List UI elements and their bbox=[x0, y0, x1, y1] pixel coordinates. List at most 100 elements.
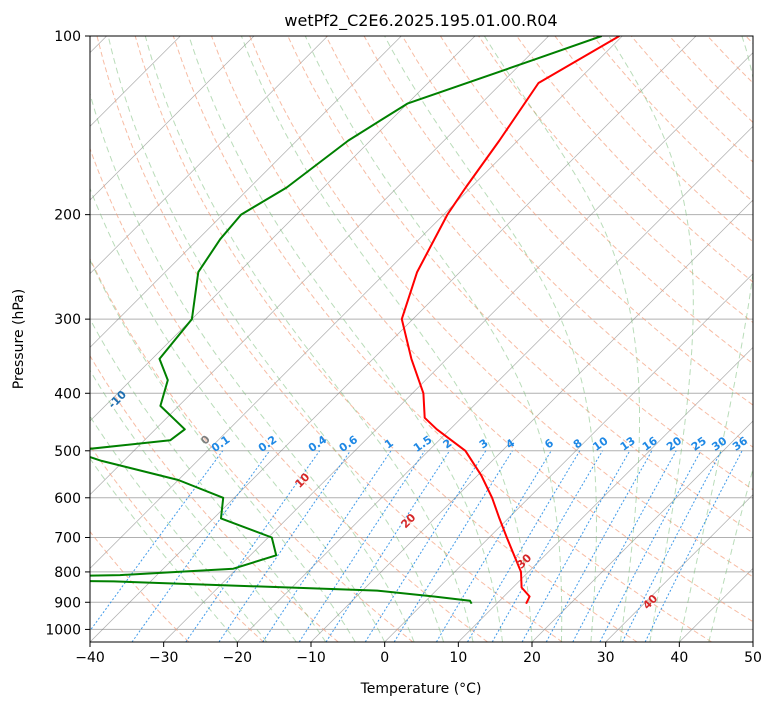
dry-adiabat-line bbox=[592, 36, 753, 203]
x-tick-label: 30 bbox=[597, 650, 615, 666]
isotherm-line bbox=[531, 420, 753, 642]
moist-adiabat-line bbox=[144, 36, 474, 642]
dry-adiabat-line bbox=[401, 36, 753, 406]
isotherm-line bbox=[605, 494, 753, 642]
mixing-ratio-line bbox=[298, 450, 426, 642]
y-tick-label: 500 bbox=[54, 444, 81, 460]
isotherm-line bbox=[90, 36, 549, 496]
y-tick-label: 800 bbox=[54, 565, 81, 581]
isotherm-line bbox=[90, 36, 623, 569]
mixing-ratio-line bbox=[364, 450, 487, 642]
x-tick-label: −20 bbox=[223, 650, 253, 666]
dry-adiabat-line bbox=[325, 36, 753, 491]
moist-adiabat-line bbox=[90, 415, 268, 642]
moist-adiabat-line bbox=[90, 258, 356, 642]
mixing-ratio-line bbox=[599, 450, 702, 642]
axes: −40 −30 −20 −10 0 10 20 30 40 5010020030040050060… bbox=[45, 29, 762, 666]
x-tick-label: 0 bbox=[380, 650, 389, 666]
x-tick-label: −40 bbox=[75, 650, 105, 666]
isotherm-line bbox=[310, 199, 753, 642]
dry-adiabat-label: -20 bbox=[26, 347, 49, 370]
moist-adiabat-line bbox=[483, 36, 640, 642]
isopleth-labels: 0.10.20.40.611.52346810131620253036-100-… bbox=[26, 347, 751, 612]
moist-adiabat-line bbox=[708, 466, 753, 642]
y-tick-label: 1000 bbox=[45, 622, 81, 638]
moist-adiabat-line bbox=[90, 457, 238, 642]
x-axis-label: Temperature (°C) bbox=[360, 681, 482, 697]
mixing-ratio-line bbox=[393, 450, 513, 642]
mixing-ratio-label: 1.5 bbox=[411, 433, 434, 455]
x-tick-label: 40 bbox=[670, 650, 688, 666]
y-tick-label: 900 bbox=[54, 595, 81, 611]
dry-adiabat-line bbox=[90, 354, 339, 642]
x-tick-label: 20 bbox=[523, 650, 541, 666]
moist-adiabat-line bbox=[384, 36, 597, 642]
isotherm-line bbox=[237, 125, 753, 642]
dry-adiabat-line bbox=[90, 444, 264, 642]
y-tick-label: 600 bbox=[54, 491, 81, 507]
moist-adiabat-line bbox=[90, 369, 297, 642]
mixing-ratio-label: 0.2 bbox=[256, 433, 279, 455]
moist-adiabat-line bbox=[90, 318, 327, 642]
dry-adiabat-line bbox=[90, 530, 190, 642]
dry-adiabat-line bbox=[439, 36, 753, 365]
y-tick-label: 100 bbox=[54, 29, 81, 45]
dry-adiabat-line bbox=[211, 36, 753, 623]
mixing-ratio-line bbox=[491, 450, 603, 642]
mixing-ratio-label: 0.1 bbox=[209, 433, 232, 455]
dry-adiabat-line bbox=[669, 36, 753, 124]
dry-adiabat-line bbox=[554, 36, 753, 243]
mixing-ratio-label: 2 bbox=[441, 436, 455, 451]
mixing-ratio-label: 0.4 bbox=[306, 433, 330, 455]
moist-adiabat-line bbox=[608, 36, 694, 642]
dewpoint-profile-line bbox=[90, 36, 603, 605]
y-tick-label: 400 bbox=[54, 386, 81, 402]
dry-adiabat-line bbox=[249, 36, 753, 578]
y-tick-label: 700 bbox=[54, 531, 81, 547]
x-tick-label: −30 bbox=[149, 650, 179, 666]
background-grid bbox=[90, 36, 753, 642]
dry-adiabat-line bbox=[707, 36, 753, 84]
dry-adiabat-line bbox=[745, 36, 753, 45]
mixing-ratio-line bbox=[131, 450, 271, 642]
isotherm-line bbox=[752, 641, 753, 642]
isotherm-line bbox=[90, 36, 476, 422]
moist-adiabat-line bbox=[90, 187, 386, 642]
mixing-ratio-line bbox=[185, 450, 321, 642]
mixing-ratio-line bbox=[435, 450, 552, 642]
dry-adiabat-line bbox=[363, 36, 753, 448]
mixing-ratio-line bbox=[90, 450, 224, 632]
isotherm-line bbox=[679, 567, 753, 642]
mixing-ratio-line bbox=[572, 450, 677, 642]
mixing-ratio-line bbox=[325, 450, 451, 642]
dry-adiabat-line bbox=[134, 36, 638, 642]
mixing-ratio-label: 0.6 bbox=[337, 433, 361, 455]
dry-adiabat-line bbox=[90, 257, 414, 642]
profile-lines bbox=[90, 36, 620, 605]
y-tick-label: 300 bbox=[54, 312, 81, 328]
isotherm-line bbox=[90, 36, 255, 201]
moist-adiabat-line bbox=[107, 36, 445, 642]
isotherm-line bbox=[90, 36, 328, 275]
moist-adiabat-line bbox=[240, 36, 533, 642]
isotherm-line bbox=[384, 273, 753, 642]
mixing-ratio-line bbox=[218, 450, 351, 642]
x-tick-label: −10 bbox=[296, 650, 326, 666]
x-tick-label: 10 bbox=[449, 650, 467, 666]
temperature-profile-line bbox=[400, 36, 620, 605]
mixing-ratio-line bbox=[545, 450, 653, 642]
moist-adiabat-line bbox=[304, 36, 563, 642]
mixing-ratio-label: 6 bbox=[542, 436, 556, 451]
dry-adiabat-line bbox=[478, 36, 753, 324]
dry-adiabat-label: 40 bbox=[640, 592, 660, 612]
dry-adiabat-label: -10 bbox=[106, 388, 129, 411]
moist-adiabat-line bbox=[678, 36, 753, 642]
mixing-ratio-label: 4 bbox=[503, 436, 517, 451]
dry-adiabat-line bbox=[96, 36, 563, 642]
mixing-ratio-line bbox=[521, 450, 631, 642]
chart-title: wetPf2_C2E6.2025.195.01.00.R04 bbox=[284, 11, 557, 31]
isotherm-line bbox=[163, 52, 753, 642]
dry-adiabat-line bbox=[516, 36, 753, 283]
y-tick-label: 200 bbox=[54, 208, 81, 224]
